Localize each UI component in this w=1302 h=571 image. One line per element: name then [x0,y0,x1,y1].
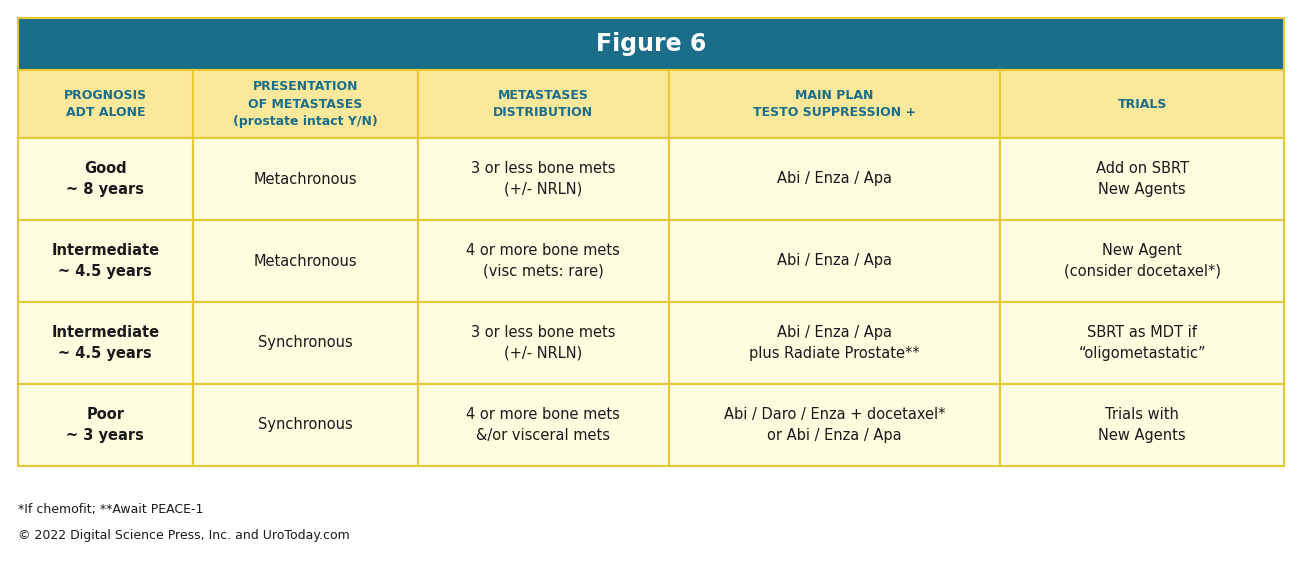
Text: Poor
~ 3 years: Poor ~ 3 years [66,407,145,443]
Bar [1000,302,1284,384]
Text: Abi / Enza / Apa: Abi / Enza / Apa [777,254,892,268]
Text: 3 or less bone mets
(+/- NRLN): 3 or less bone mets (+/- NRLN) [471,161,616,196]
Text: PROGNOSIS
ADT ALONE: PROGNOSIS ADT ALONE [64,89,147,119]
Text: © 2022 Digital Science Press, Inc. and UroToday.com: © 2022 Digital Science Press, Inc. and U… [18,529,350,541]
Text: Add on SBRT
New Agents: Add on SBRT New Agents [1096,161,1189,196]
Bar [418,138,669,220]
Bar [193,302,418,384]
Text: Abi / Daro / Enza + docetaxel*
or Abi / Enza / Apa: Abi / Daro / Enza + docetaxel* or Abi / … [724,407,945,443]
Bar [1000,70,1284,138]
Bar [1000,138,1284,220]
Text: New Agent
(consider docetaxel*): New Agent (consider docetaxel*) [1064,243,1221,279]
Text: PRESENTATION
OF METASTASES
(prostate intact Y/N): PRESENTATION OF METASTASES (prostate int… [233,80,378,128]
Text: Abi / Enza / Apa
plus Radiate Prostate**: Abi / Enza / Apa plus Radiate Prostate** [749,325,921,361]
Text: METASTASES
DISTRIBUTION: METASTASES DISTRIBUTION [493,89,594,119]
Bar [18,220,193,302]
Text: TRIALS: TRIALS [1117,98,1167,111]
Bar [18,138,193,220]
Bar [669,302,1000,384]
Bar [18,18,1284,70]
Text: Intermediate
~ 4.5 years: Intermediate ~ 4.5 years [51,243,159,279]
Bar [1000,220,1284,302]
Bar [193,384,418,466]
Bar [418,302,669,384]
Text: Abi / Enza / Apa: Abi / Enza / Apa [777,171,892,187]
Bar [669,384,1000,466]
Bar [193,220,418,302]
Bar [669,70,1000,138]
Text: Intermediate
~ 4.5 years: Intermediate ~ 4.5 years [51,325,159,361]
Text: 4 or more bone mets
&/or visceral mets: 4 or more bone mets &/or visceral mets [466,407,620,443]
Text: MAIN PLAN
TESTO SUPPRESSION +: MAIN PLAN TESTO SUPPRESSION + [753,89,917,119]
Bar [193,138,418,220]
Text: Figure 6: Figure 6 [596,32,706,56]
Text: Trials with
New Agents: Trials with New Agents [1099,407,1186,443]
Bar [418,220,669,302]
Bar [18,70,193,138]
Text: 3 or less bone mets
(+/- NRLN): 3 or less bone mets (+/- NRLN) [471,325,616,361]
Text: Metachronous: Metachronous [254,254,357,268]
Bar [1000,384,1284,466]
Bar [18,384,193,466]
Text: 4 or more bone mets
(visc mets: rare): 4 or more bone mets (visc mets: rare) [466,243,620,279]
Text: Good
~ 8 years: Good ~ 8 years [66,161,145,196]
Text: Synchronous: Synchronous [258,417,353,432]
Bar [418,70,669,138]
Text: *If chemofit; **Await PEACE-1: *If chemofit; **Await PEACE-1 [18,504,203,517]
Bar [669,138,1000,220]
Bar [18,302,193,384]
Bar [418,384,669,466]
Bar [193,70,418,138]
Bar [669,220,1000,302]
Text: Metachronous: Metachronous [254,171,357,187]
Text: SBRT as MDT if
“oligometastatic”: SBRT as MDT if “oligometastatic” [1078,325,1206,361]
Text: Synchronous: Synchronous [258,336,353,351]
